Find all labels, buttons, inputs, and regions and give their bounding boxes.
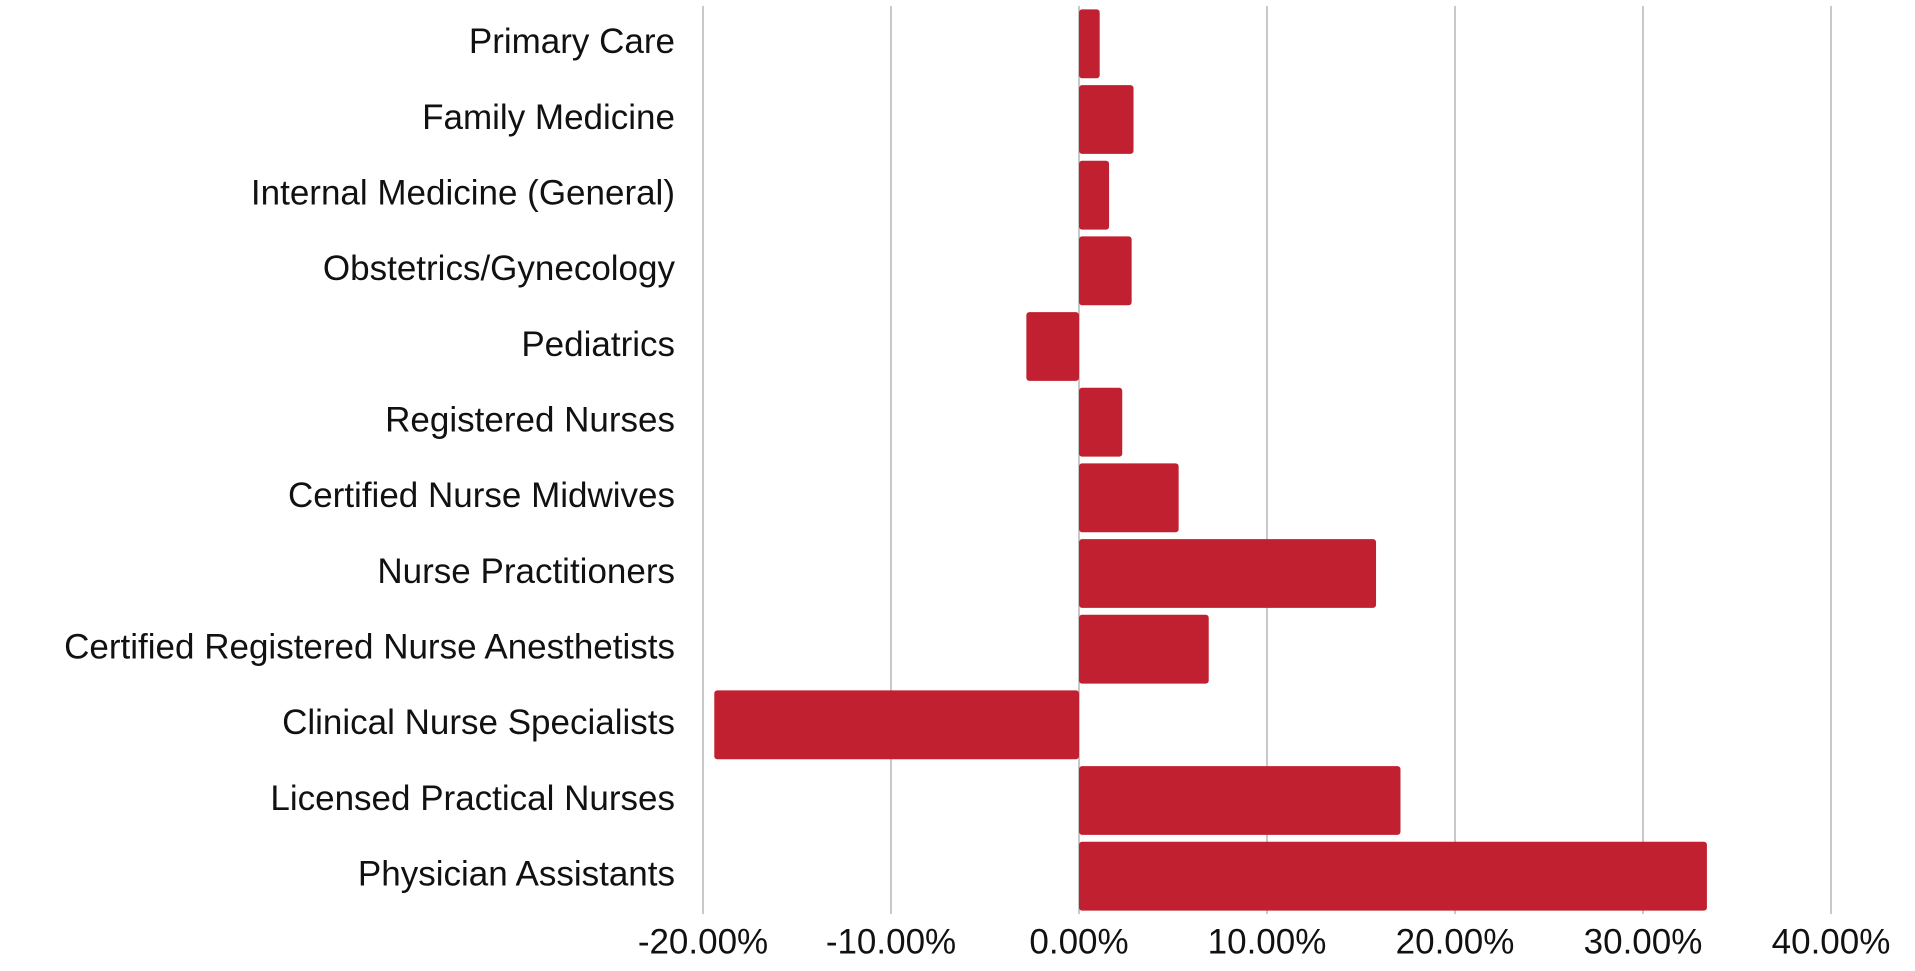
y-tick-label: Licensed Practical Nurses [270,779,675,818]
bar [1079,236,1132,306]
y-tick-label: Pediatrics [521,325,675,364]
bar [714,690,1079,760]
x-tick-label: 40.00% [1772,922,1891,961]
y-tick-label: Physician Assistants [358,854,675,893]
bar [1079,85,1134,154]
y-tick-label: Nurse Practitioners [377,552,675,591]
x-tick-label: 0.00% [1029,922,1128,961]
y-tick-label: Registered Nurses [385,400,675,439]
y-tick-label: Clinical Nurse Specialists [282,703,675,742]
bar [1079,841,1707,911]
bar [1079,9,1100,79]
x-tick-label: -20.00% [638,922,768,961]
y-tick-label: Primary Care [469,22,675,61]
x-tick-label: 30.00% [1584,922,1703,961]
y-tick-label: Family Medicine [422,98,675,137]
bar [1079,614,1209,684]
bar [1079,387,1123,457]
x-tick-label: 10.00% [1208,922,1327,961]
x-tick-label: -10.00% [826,922,956,961]
bar [1026,312,1079,381]
x-tick-label: 20.00% [1396,922,1515,961]
y-tick-label: Certified Registered Nurse Anesthetists [64,627,675,666]
bar [1079,463,1179,533]
y-tick-label: Internal Medicine (General) [251,173,675,212]
bar [1079,766,1401,835]
bar [1079,539,1377,608]
y-tick-label: Obstetrics/Gynecology [323,249,676,288]
y-tick-label: Certified Nurse Midwives [288,476,675,515]
bar [1079,160,1110,230]
